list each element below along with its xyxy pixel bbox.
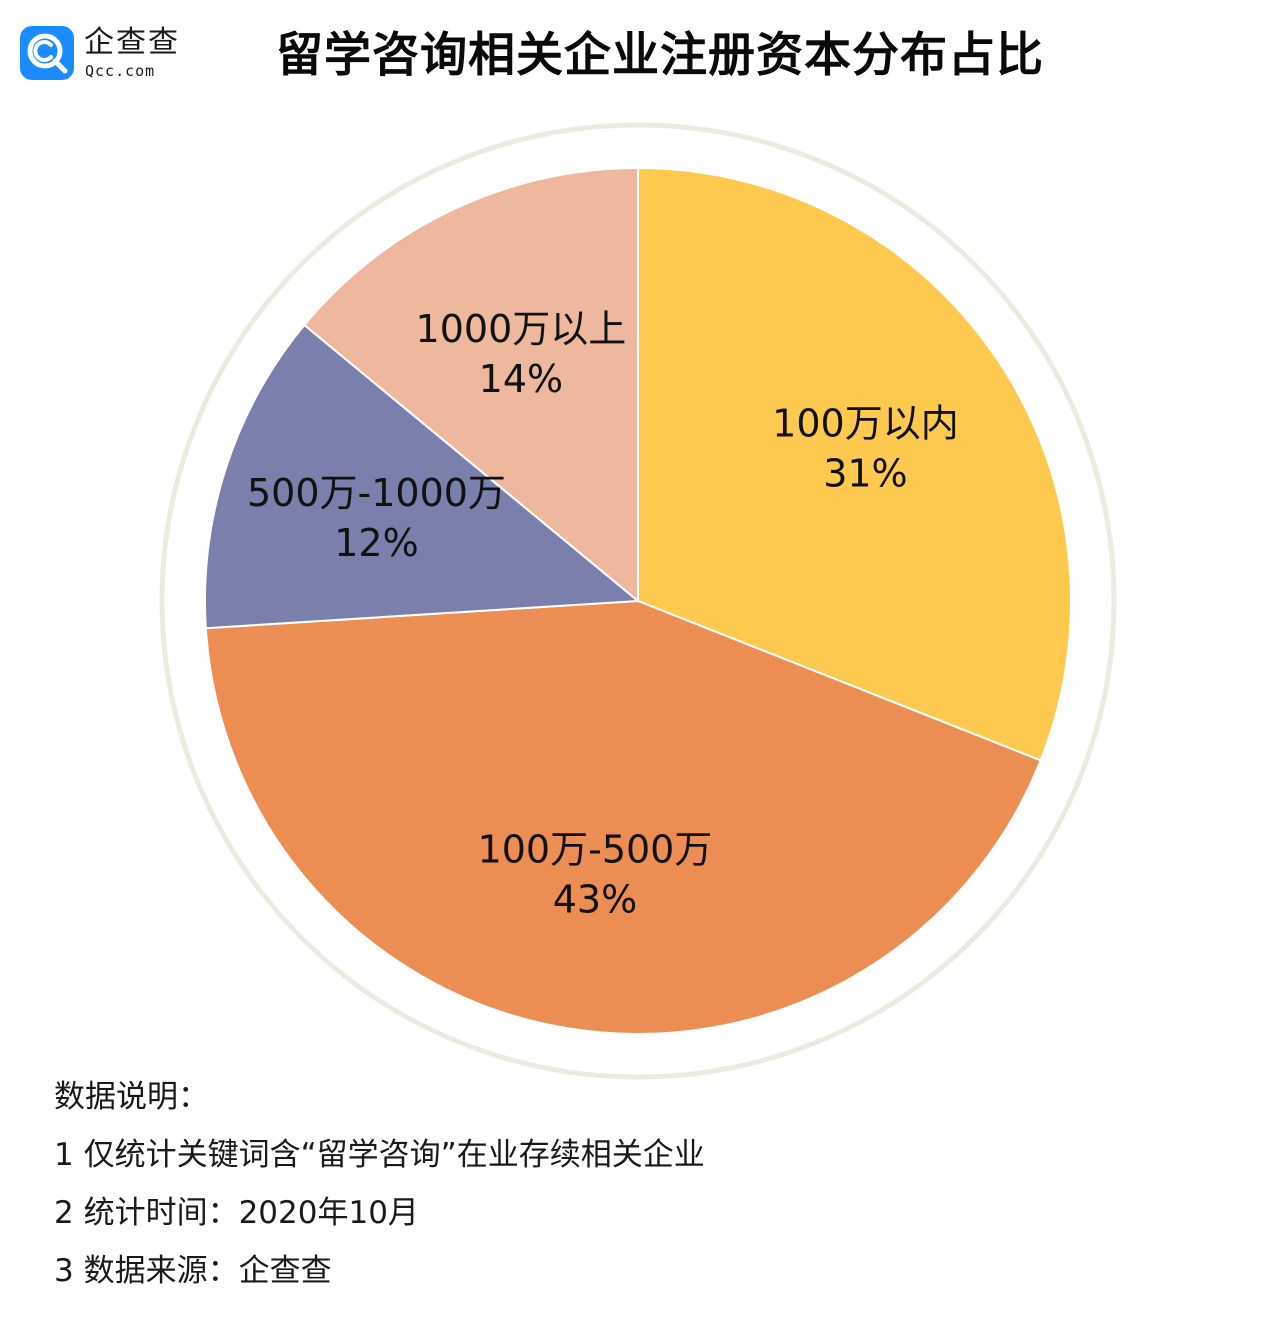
data-notes: 数据说明： 1 仅统计关键词含“留学咨询”在业存续相关企业 2 统计时间：202… <box>54 1068 705 1300</box>
pie-outer-ring <box>159 122 1117 1080</box>
qcc-logo-icon <box>20 26 74 80</box>
notes-heading: 数据说明： <box>54 1079 209 1115</box>
pie-slice-2-value: 43% <box>553 878 637 922</box>
chart-title: 留学咨询相关企业注册资本分布占比 <box>276 28 1044 83</box>
notes-item-1: 1 仅统计关键词含“留学咨询”在业存续相关企业 <box>54 1137 705 1173</box>
pie-slice-2-label: 100万-500万 <box>478 828 713 872</box>
brand-name-en: Qcc.com <box>85 62 156 80</box>
brand-logo: 企查查 Qcc.com <box>20 24 190 84</box>
pie-slice-3 <box>204 323 641 630</box>
pie-slice-1-value: 31% <box>823 451 907 495</box>
pie-slice-3-value: 12% <box>334 521 418 565</box>
pie-slice-4-label: 1000万以上 <box>416 307 627 351</box>
pie-slice-4 <box>302 166 639 604</box>
pie-labels: 100万以内 31% 100万-500万 43% 500万-1000万 12% 1000万以… <box>247 307 959 921</box>
pie-slices <box>204 166 1072 1035</box>
pie-slice-2 <box>204 599 1042 1035</box>
pie-slice-1 <box>637 166 1072 762</box>
brand-name-cn: 企查查 <box>84 25 180 60</box>
notes-item-2: 2 统计时间：2020年10月 <box>54 1195 419 1231</box>
pie-slice-3-label: 500万-1000万 <box>247 471 506 515</box>
notes-item-3: 3 数据来源：企查查 <box>54 1253 332 1289</box>
pie-slice-1-label: 100万以内 <box>772 401 959 445</box>
pie-slice-4-value: 14% <box>479 357 563 401</box>
